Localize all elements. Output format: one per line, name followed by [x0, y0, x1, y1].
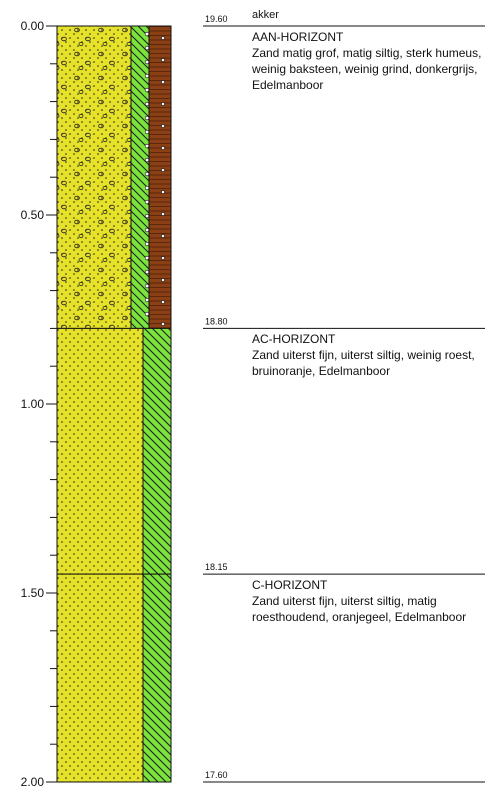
silt-hatch-column [143, 328, 171, 575]
brick-fragment-dot [144, 241, 150, 247]
brick-fragment-dot [144, 31, 150, 37]
brick-fragment-dot [161, 322, 165, 326]
brick-fragment-dot [161, 300, 165, 304]
brick-fragment-dot [144, 297, 150, 303]
tick-label: 0.00 [21, 19, 45, 33]
brick-fragment-dot [161, 102, 165, 106]
brick-fragment-dot [144, 59, 150, 65]
brick-fragment-dot [144, 157, 150, 163]
level-label: 18.15 [205, 562, 228, 572]
brick-fragment-dot [161, 256, 165, 260]
brick-fragment-dot [144, 45, 150, 51]
horizon-title: AAN-HORIZONT [252, 30, 344, 44]
brick-fragment-dot [144, 129, 150, 135]
brick-fragment-dot [161, 212, 165, 216]
brick-fragment-dot [161, 234, 165, 238]
brick-fragment-dot [144, 213, 150, 219]
level-labels: 19.60 18.80 18.15 17.60 akker [203, 9, 485, 783]
level-label: 19.60 [205, 14, 228, 24]
brick-fragment-dot [144, 269, 150, 275]
top-label: akker [252, 9, 279, 21]
horizon-description: Zand uiterst fijn, uiterst siltig, matig… [252, 594, 467, 625]
brick-fragment-dot [144, 185, 150, 191]
tick-label: 2.00 [21, 775, 45, 789]
brick-fragment-dot [161, 168, 165, 172]
sand-column [57, 328, 143, 575]
depth-axis: 0.00 0.50 1.00 1.50 2.00 [21, 19, 58, 789]
layer-description: C-HORIZONT Zand uiterst fijn, uiterst sil… [252, 577, 484, 625]
brick-fragment-dot [144, 101, 150, 107]
layer-description: AAN-HORIZONT Zand matig grof, matig silti… [252, 29, 484, 93]
humus-hatch-column [131, 26, 149, 329]
soil-layers [56, 25, 172, 783]
level-label: 18.80 [205, 316, 228, 326]
brick-fragment-dot [144, 227, 150, 233]
horizon-title: C-HORIZONT [252, 578, 328, 593]
layer-description: AC-HORIZONT Zand uiterst fijn, uiterst si… [252, 331, 484, 379]
tick-label: 0.50 [21, 208, 45, 222]
sand-column [57, 574, 143, 782]
gravel-overlay [57, 26, 131, 329]
layer-border [56, 573, 172, 783]
brick-fragment-dot [144, 87, 150, 93]
silt-hatch-column [143, 574, 171, 782]
brick-fragment-dot [144, 171, 150, 177]
tick-label: 1.50 [21, 586, 45, 600]
brick-fragment-dot [144, 255, 150, 261]
brick-column [149, 26, 171, 329]
brick-fragment-dot [144, 283, 150, 289]
brick-fragment-dot [144, 143, 150, 149]
brick-fragment-dot [161, 278, 165, 282]
brick-fragment-dot [144, 199, 150, 205]
brick-fragment-dot [161, 190, 165, 194]
horizon-description: Zand matig grof, matig siltig, sterk hum… [252, 46, 482, 92]
brick-fragment-dot [161, 80, 165, 84]
brick-fragment-dot [161, 124, 165, 128]
brick-fragment-dot [161, 36, 165, 40]
tick-label: 1.00 [21, 397, 45, 411]
brick-fragment-dot [144, 115, 150, 121]
level-label: 17.60 [205, 770, 228, 780]
horizon-description: Zand uiterst fijn, uiterst siltig, weini… [252, 348, 475, 379]
brick-fragment-dot [161, 146, 165, 150]
brick-fragment-dot [144, 311, 150, 317]
horizon-title: AC-HORIZONT [252, 332, 336, 347]
brick-fragment-dot [161, 58, 165, 62]
brick-fragment-dot [144, 73, 150, 79]
